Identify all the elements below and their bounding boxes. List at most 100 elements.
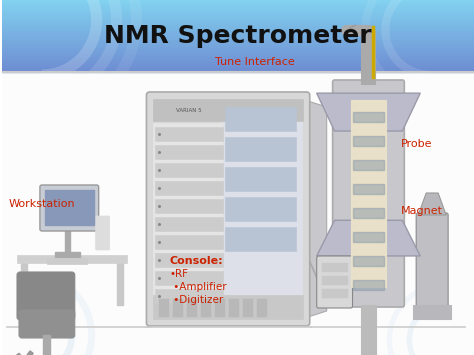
Bar <box>351 100 386 287</box>
Bar <box>187 299 197 317</box>
Bar <box>2 22 474 23</box>
Bar <box>2 25 474 27</box>
FancyBboxPatch shape <box>17 272 75 320</box>
Bar <box>2 38 474 40</box>
Bar <box>2 52 474 54</box>
Bar <box>155 181 223 195</box>
Bar <box>2 5 474 7</box>
Bar <box>2 43 474 45</box>
Bar <box>2 54 474 56</box>
Bar <box>353 136 384 146</box>
FancyBboxPatch shape <box>146 92 310 326</box>
Bar <box>2 65 474 67</box>
Bar <box>257 299 267 317</box>
Bar <box>215 299 225 317</box>
Bar <box>2 47 474 49</box>
Bar <box>2 56 474 58</box>
Bar <box>353 208 384 218</box>
Text: Tune Interface: Tune Interface <box>215 57 294 67</box>
Bar <box>353 112 384 122</box>
Bar <box>2 34 474 36</box>
Bar <box>43 335 50 355</box>
Text: VARIAN 5: VARIAN 5 <box>251 108 277 113</box>
Bar <box>2 70 474 72</box>
Polygon shape <box>317 93 420 131</box>
Bar <box>159 299 169 317</box>
Bar <box>2 67 474 69</box>
Text: Workstation: Workstation <box>9 199 75 209</box>
Bar <box>229 299 239 317</box>
Bar <box>353 280 384 290</box>
Bar <box>2 4 474 5</box>
Bar <box>2 61 474 63</box>
Bar <box>2 40 474 42</box>
Bar <box>2 18 474 20</box>
Bar <box>2 49 474 50</box>
FancyBboxPatch shape <box>416 213 448 307</box>
Bar <box>2 72 474 355</box>
Bar <box>2 0 474 2</box>
Bar <box>2 29 474 31</box>
Bar <box>2 12 474 15</box>
FancyBboxPatch shape <box>317 256 353 308</box>
FancyBboxPatch shape <box>19 310 75 338</box>
Bar <box>155 199 223 213</box>
Bar <box>21 263 27 305</box>
Bar <box>413 305 451 319</box>
Text: NMR Spectrometer: NMR Spectrometer <box>104 24 372 48</box>
Text: •Amplifier: •Amplifier <box>170 282 226 292</box>
Bar <box>23 351 33 355</box>
Polygon shape <box>305 100 327 318</box>
Bar <box>2 27 474 29</box>
Bar <box>201 299 211 317</box>
Bar <box>2 50 474 52</box>
Bar <box>154 99 303 121</box>
Bar <box>155 235 223 249</box>
Bar <box>155 253 223 267</box>
Bar <box>2 15 474 16</box>
Bar <box>322 289 347 298</box>
Bar <box>65 227 70 255</box>
Bar <box>353 232 384 242</box>
Bar <box>2 2 474 4</box>
Bar <box>2 63 474 65</box>
Bar <box>2 7 474 9</box>
Bar <box>16 353 26 355</box>
Bar <box>2 69 474 70</box>
Bar <box>2 72 474 355</box>
Bar <box>117 263 123 305</box>
Bar <box>223 103 302 315</box>
Bar <box>225 137 296 161</box>
Bar <box>362 30 375 84</box>
Bar <box>2 36 474 38</box>
Bar <box>2 32 474 34</box>
Text: Probe: Probe <box>401 139 432 149</box>
Bar <box>225 197 296 221</box>
Bar <box>17 255 127 263</box>
Bar <box>155 145 223 159</box>
Bar <box>2 16 474 18</box>
Text: Magnet: Magnet <box>401 206 443 216</box>
Bar <box>154 123 224 316</box>
Bar <box>155 127 223 141</box>
Text: •RF: •RF <box>170 269 189 279</box>
Bar <box>2 23 474 25</box>
Bar <box>243 299 253 317</box>
Bar <box>225 227 296 251</box>
Bar <box>2 20 474 22</box>
Text: •Digitizer: •Digitizer <box>170 295 223 305</box>
FancyBboxPatch shape <box>40 185 99 231</box>
Bar <box>225 107 296 131</box>
Bar <box>2 11 474 12</box>
Bar <box>2 45 474 47</box>
Bar <box>322 276 347 285</box>
Bar <box>353 256 384 266</box>
Bar <box>47 258 87 264</box>
Polygon shape <box>418 193 446 215</box>
Bar <box>353 160 384 170</box>
Bar <box>155 217 223 231</box>
Text: Console:: Console: <box>170 256 223 266</box>
FancyBboxPatch shape <box>96 216 109 250</box>
Bar <box>225 167 296 191</box>
Bar <box>155 271 223 285</box>
